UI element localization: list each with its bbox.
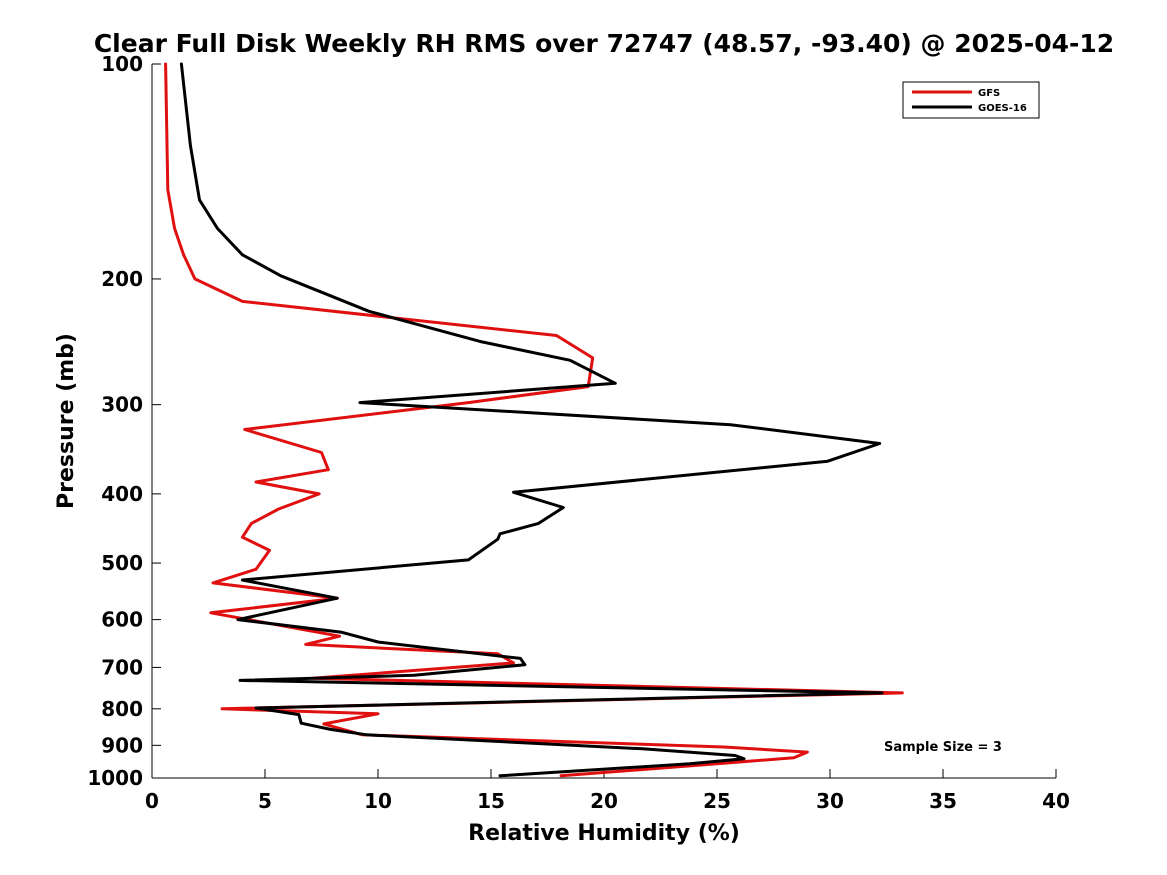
plot-area: 0 5 10 15 20 25 30 35 40 100 200 300 400 500 600 700 800… — [87, 52, 1070, 813]
y-tick-label: 400 — [101, 482, 143, 506]
y-tick-label: 500 — [101, 551, 143, 575]
legend-label-gfs: GFS — [978, 88, 1000, 99]
x-tick-label: 30 — [816, 789, 844, 813]
series-line-gfs — [164, 62, 904, 778]
x-tick-label: 5 — [258, 789, 272, 813]
y-tick-label: 900 — [101, 733, 143, 757]
legend-box — [902, 81, 1040, 119]
x-tick-label: 20 — [590, 789, 618, 813]
y-tick-label: 300 — [101, 393, 143, 417]
chart-title: Clear Full Disk Weekly RH RMS over 72747… — [94, 29, 1114, 58]
x-tick-label: 25 — [703, 789, 731, 813]
x-tick-label: 0 — [145, 789, 159, 813]
y-tick-label: 700 — [101, 655, 143, 679]
y-tick-label: 100 — [101, 52, 143, 76]
legend: GFS GOES-16 — [902, 81, 1040, 119]
legend-label-goes16: GOES-16 — [978, 103, 1027, 114]
x-tick-label: 10 — [364, 789, 392, 813]
y-tick-label: 1000 — [87, 766, 143, 790]
x-tick-label: 15 — [477, 789, 505, 813]
x-axis-label: Relative Humidity (%) — [468, 821, 740, 846]
x-tick-label: 35 — [929, 789, 957, 813]
y-axis-label: Pressure (mb) — [54, 333, 79, 509]
sample-size-annotation: Sample Size = 3 — [884, 740, 1002, 755]
y-tick-label: 200 — [101, 267, 143, 291]
series-line-goes16 — [179, 62, 884, 778]
y-tick-label: 800 — [101, 697, 143, 721]
y-tick-label: 600 — [101, 608, 143, 632]
x-tick-label: 40 — [1042, 789, 1070, 813]
